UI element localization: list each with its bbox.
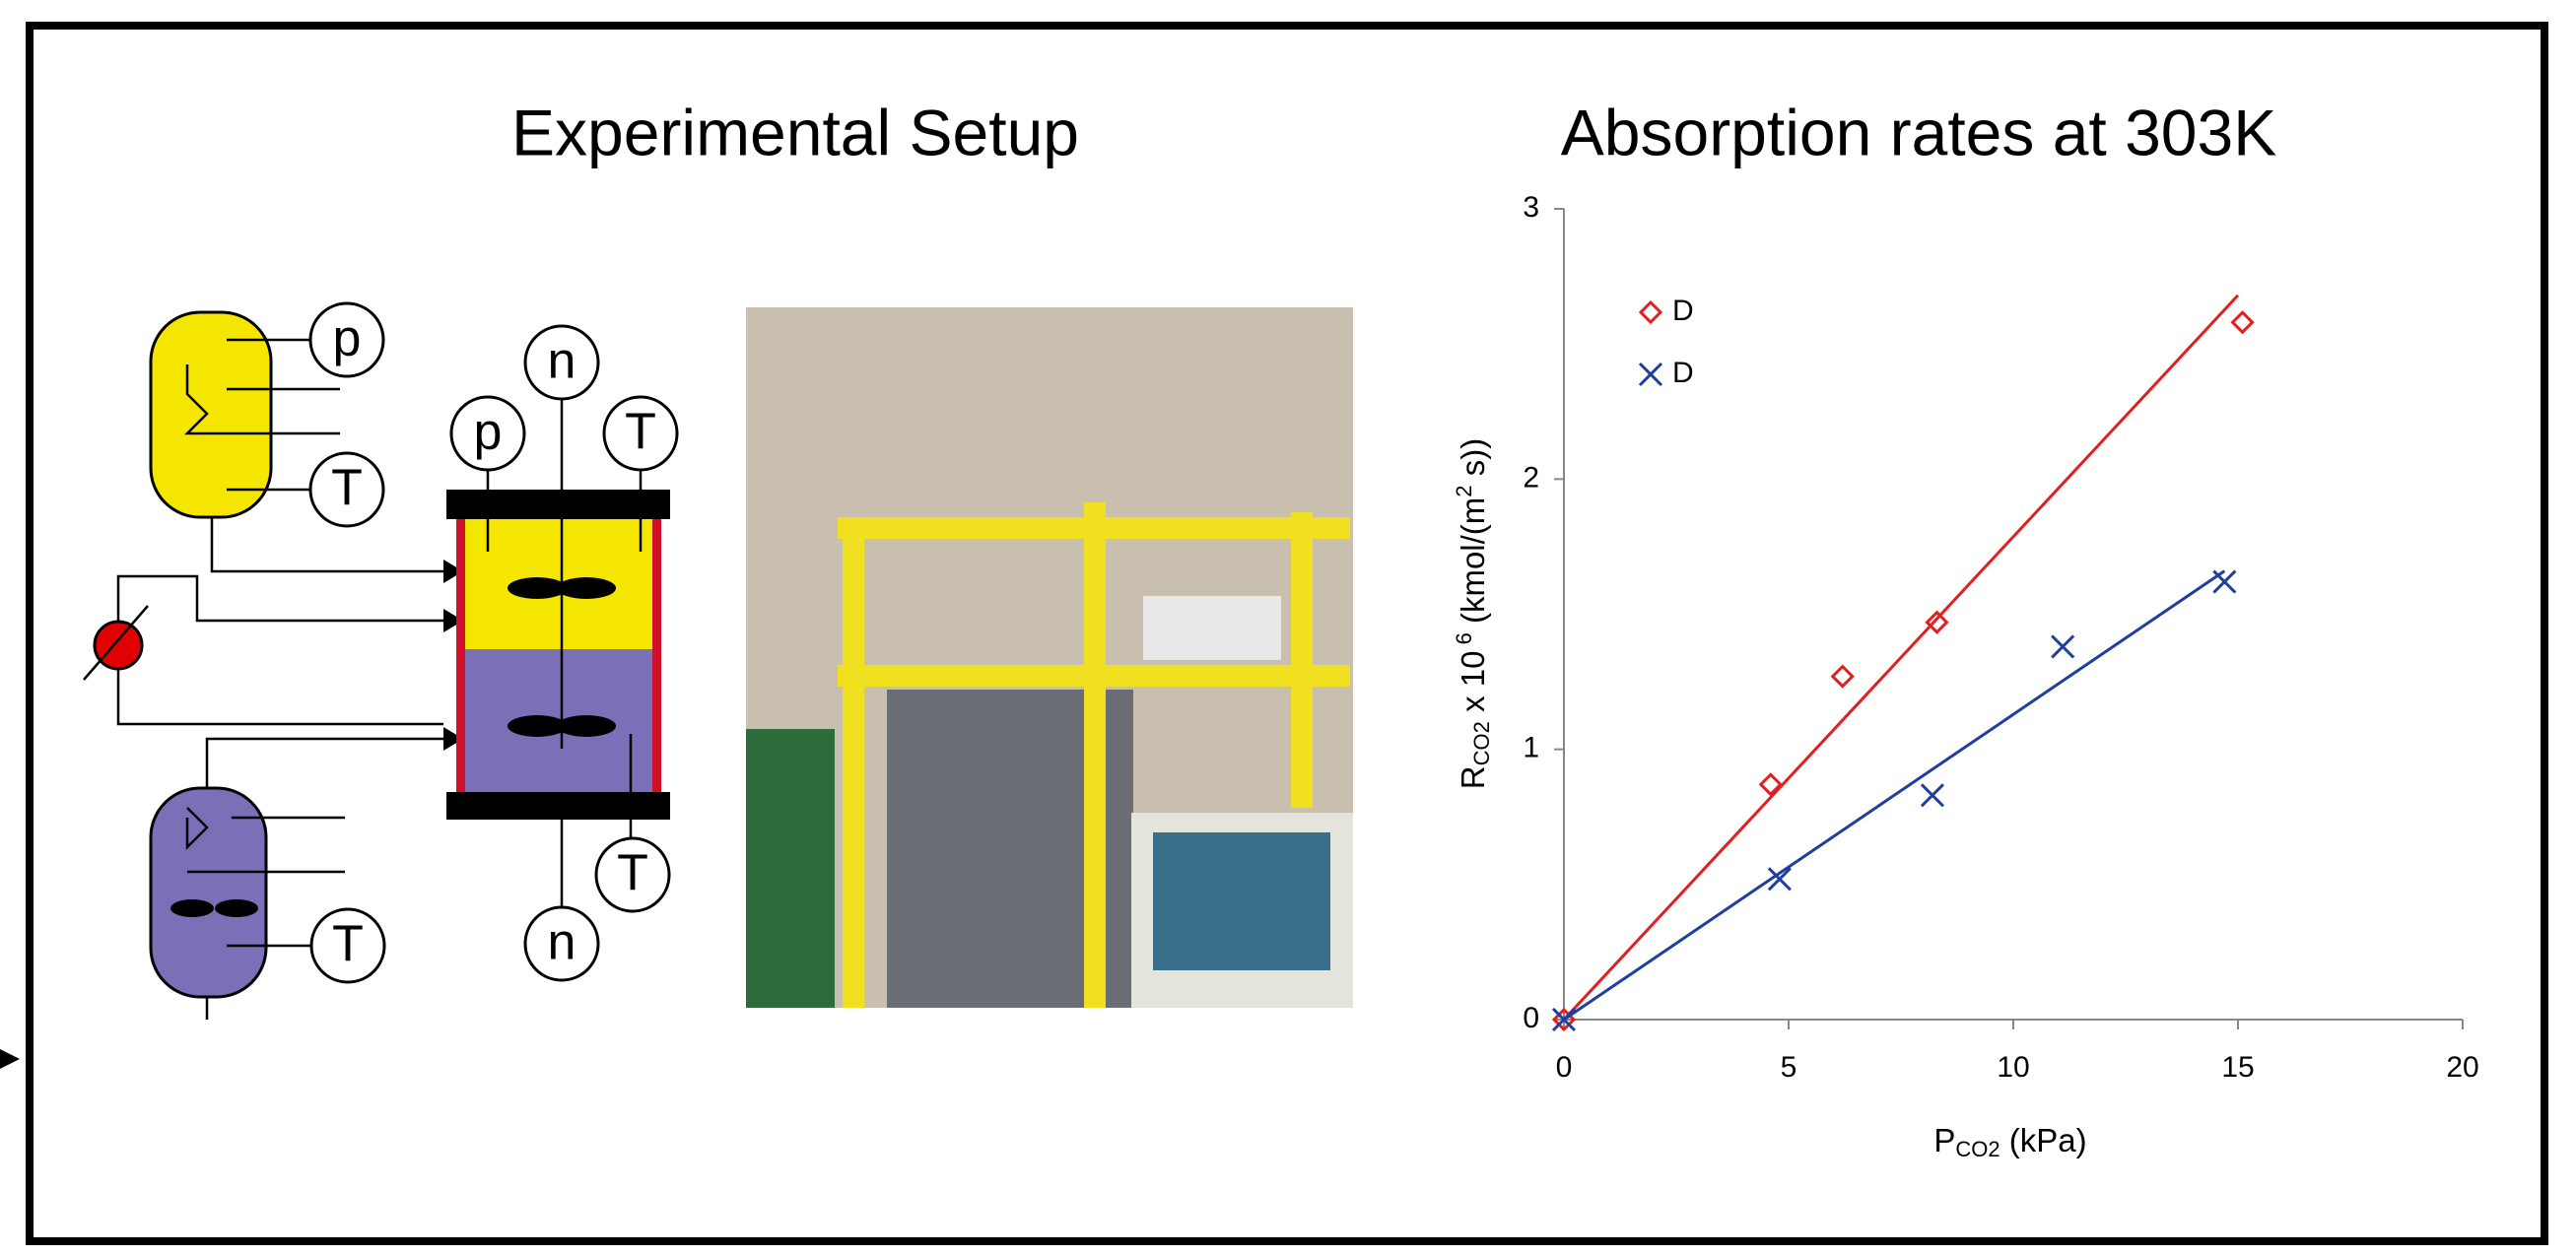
x-label-rest: (kPa) [2000,1122,2087,1158]
y-label-main: R [1455,765,1491,789]
trendline [1562,294,2240,1022]
gauge-label: p [474,404,503,461]
chart-title: Absorption rates at 303K [1561,96,2276,168]
vessel-coils [185,807,345,1020]
diamond-marker [1830,664,1855,689]
y-axis-label: RCO2 x 10 6 (kmol/(m2 s)) [1452,438,1494,789]
gauge-label: p [333,310,362,367]
gauge-label: n [548,333,576,390]
reactor-base [446,792,670,820]
gauge-label: T [331,460,363,517]
gauge [602,395,679,472]
diamond-marker [1925,610,1949,634]
arrow [443,727,463,751]
arrow [443,560,463,583]
x-tick-label: 5 [1781,1051,1797,1084]
y-label-rest: (kmol/(m [1455,497,1491,632]
gauge-label: T [332,916,364,973]
legend-label: D [1672,295,1694,327]
vessel-coils [183,338,340,492]
yellow-pipe [843,517,864,1008]
gauge-label: T [625,404,656,461]
photo [746,307,1353,1008]
x-marker [1638,362,1663,387]
x-marker [1551,1007,1577,1032]
gauge [449,395,526,472]
top-vessel [149,310,273,519]
y-label-end: s)) [1455,438,1491,486]
x-label-main: P [1933,1122,1955,1158]
x-tick-label: 15 [2221,1051,2254,1084]
device [1143,596,1281,660]
diamond-marker [2230,310,2255,335]
x-marker [1767,867,1792,892]
gauge-label: n [548,914,576,971]
bottom-vessel [149,786,268,999]
y-tick-label: 1 [1523,732,1539,764]
y-label-sup2: 2 [1452,485,1476,496]
stirrer [557,715,616,737]
stirrer [508,715,567,737]
y-label-mid: x 10 [1455,651,1491,722]
gauge [309,907,386,984]
arrow [443,609,463,632]
y-label-sub: CO2 [1469,721,1494,765]
reactor-shafts [486,399,643,906]
x-marker [2212,569,2237,594]
x-label-sub: CO2 [1955,1137,2000,1161]
y-tick-label: 2 [1523,461,1539,494]
reactor-lid [446,490,670,519]
stirrer [508,577,567,599]
stirrer [215,899,258,917]
heater [93,620,144,671]
x-tick-label: 10 [1997,1051,2029,1084]
trendline [1563,569,2226,1022]
arrow [0,1049,20,1069]
gas-cylinder [746,729,835,1008]
x-marker [2051,634,2075,659]
gauge-label: T [617,845,648,902]
stirrer [170,899,214,917]
monitor-screen [1153,832,1330,970]
yellow-pipe [1084,502,1106,1008]
diamond-marker [1758,772,1783,797]
chart: PCO2 (kPa) RCO2 x 10 6 (kmol/(m2 s)) 012… [1452,191,2479,1161]
y-tick-label: 0 [1523,1002,1539,1034]
diamond-marker [1638,299,1663,325]
x-tick-label: 20 [2446,1051,2478,1084]
gauge [308,451,385,528]
gauge [308,301,385,378]
yellow-pipe [1291,512,1313,808]
stirrer [557,577,616,599]
x-tick-label: 0 [1556,1051,1573,1084]
y-tick-label: 3 [1523,191,1539,224]
x-marker [1920,783,1944,808]
x-axis-label: PCO2 (kPa) [1933,1122,2086,1161]
gauge [594,836,671,913]
setup-title: Experimental Setup [511,96,1079,168]
reactor-wall [456,519,465,792]
heater-arrow [83,605,149,681]
legend-label: D [1672,357,1694,389]
y-label-sup: 6 [1452,632,1476,650]
gauge [523,324,600,401]
gauge [523,905,600,982]
reactor-wall [652,519,661,792]
